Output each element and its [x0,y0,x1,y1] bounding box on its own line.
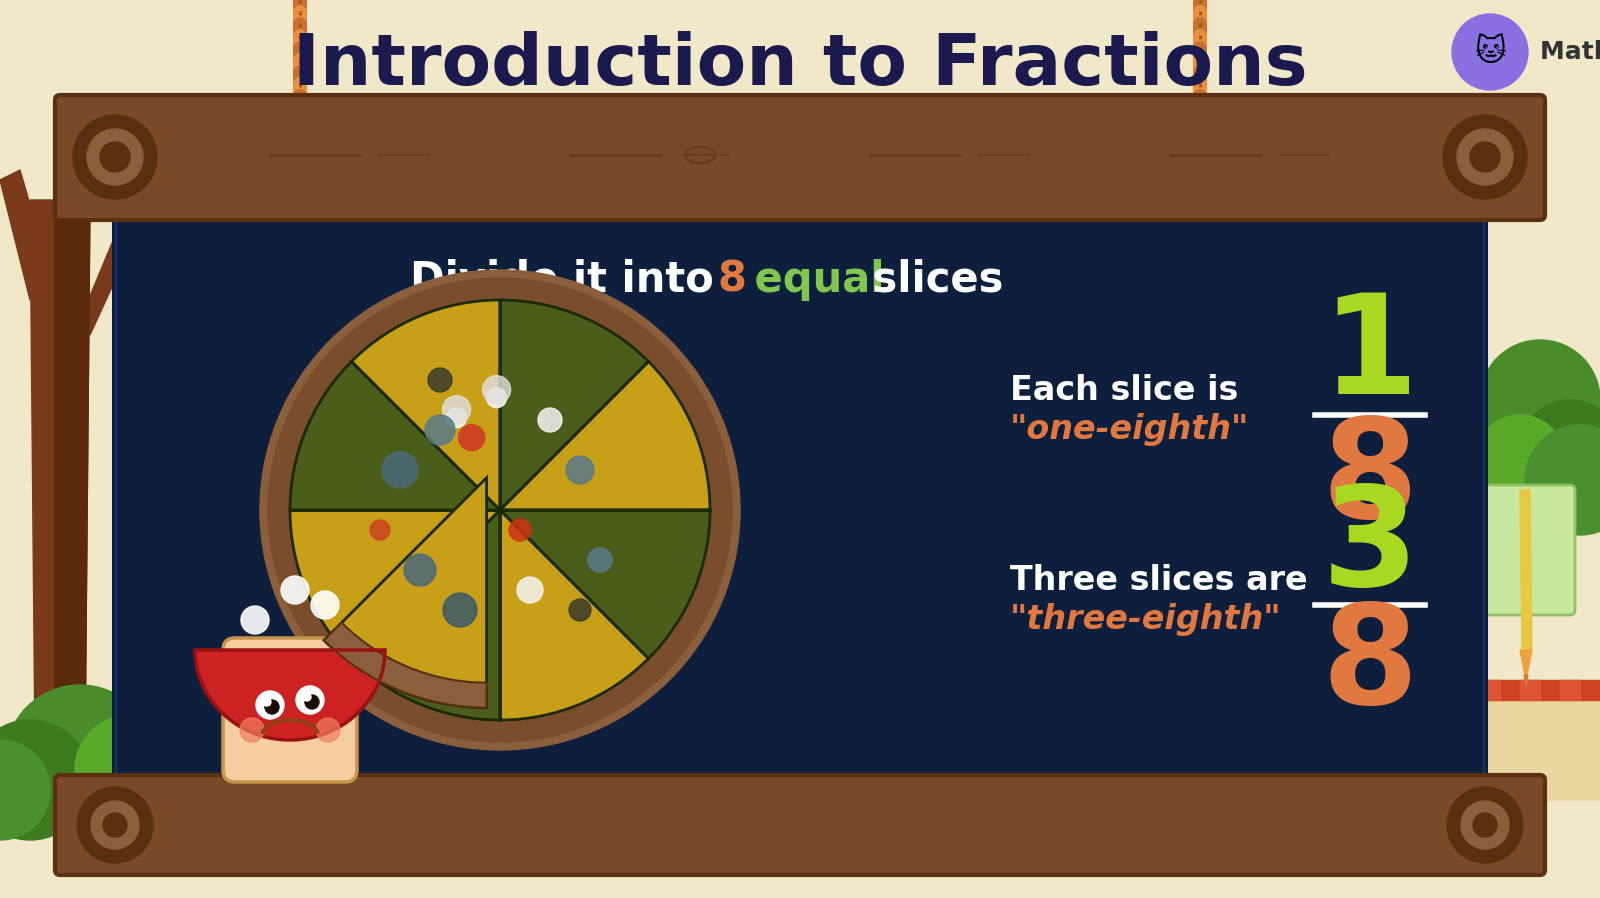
Circle shape [443,396,470,424]
Circle shape [0,740,50,840]
Bar [1480,680,1501,700]
Text: Introduction to Fractions: Introduction to Fractions [293,31,1307,100]
Circle shape [256,691,285,719]
Polygon shape [1520,490,1533,650]
Circle shape [99,142,130,172]
Circle shape [570,599,590,621]
Circle shape [1458,129,1514,185]
Circle shape [282,576,309,604]
Text: Maths Angel: Maths Angel [1539,40,1600,64]
Circle shape [382,452,418,488]
Text: Each slice is: Each slice is [1010,374,1238,407]
FancyBboxPatch shape [112,207,1488,803]
Circle shape [115,740,205,830]
Wedge shape [352,510,499,720]
Text: 🐱: 🐱 [1474,37,1506,67]
Circle shape [310,591,339,619]
Circle shape [102,813,126,837]
Polygon shape [54,200,90,750]
Text: "three-eighth": "three-eighth" [1010,603,1282,637]
Circle shape [317,718,339,742]
FancyBboxPatch shape [1485,485,1574,615]
Circle shape [306,695,318,709]
FancyBboxPatch shape [222,638,357,782]
FancyBboxPatch shape [54,95,1546,220]
Wedge shape [290,510,499,658]
Circle shape [74,115,157,199]
Circle shape [426,415,454,445]
Circle shape [259,270,739,750]
Circle shape [1474,813,1498,837]
Circle shape [91,801,139,849]
Text: equal: equal [739,259,885,301]
Wedge shape [499,510,710,658]
Polygon shape [0,170,54,300]
Circle shape [269,278,733,742]
Text: 1: 1 [1322,287,1418,422]
Circle shape [240,718,264,742]
Bar [1400,680,1600,800]
Circle shape [77,787,154,863]
Circle shape [1480,340,1600,460]
Circle shape [1520,400,1600,500]
Wedge shape [352,300,499,510]
Polygon shape [1520,650,1533,680]
Circle shape [1525,425,1600,535]
Circle shape [0,720,90,840]
Wedge shape [499,510,648,720]
Circle shape [5,685,155,835]
Circle shape [75,715,186,825]
Circle shape [1475,415,1565,505]
Circle shape [266,700,278,714]
Polygon shape [80,200,146,335]
FancyBboxPatch shape [54,775,1546,875]
Polygon shape [1379,680,1600,700]
Circle shape [443,593,477,627]
Text: 8: 8 [718,259,747,301]
Circle shape [403,554,435,586]
Circle shape [566,456,594,484]
Circle shape [1446,787,1523,863]
Text: slices: slices [858,259,1003,301]
Circle shape [242,606,269,634]
Circle shape [459,425,485,451]
Circle shape [538,408,562,432]
Polygon shape [30,200,90,750]
Text: Divide it into: Divide it into [410,259,728,301]
Circle shape [296,686,323,714]
Circle shape [517,577,542,603]
Circle shape [1453,14,1528,90]
Text: 8: 8 [1322,597,1418,733]
Circle shape [483,375,510,404]
Circle shape [1461,801,1509,849]
Circle shape [589,548,611,572]
Circle shape [429,368,453,392]
Circle shape [262,698,270,706]
Wedge shape [323,622,486,708]
Circle shape [1443,115,1526,199]
Wedge shape [499,362,710,510]
Polygon shape [1523,675,1528,685]
Circle shape [86,129,142,185]
Text: 3: 3 [1322,480,1418,615]
Text: 8: 8 [1322,412,1418,548]
Circle shape [302,693,310,701]
Circle shape [486,388,507,408]
Wedge shape [499,300,648,510]
Circle shape [1470,142,1501,172]
Circle shape [370,520,390,540]
Circle shape [509,519,531,541]
Bar [1560,680,1581,700]
Circle shape [290,300,710,720]
Bar [1400,680,1421,700]
Circle shape [446,408,467,427]
Wedge shape [323,478,486,708]
Text: Three slices are: Three slices are [1010,564,1307,596]
Bar [1520,680,1539,700]
Bar [1440,680,1459,700]
Polygon shape [195,650,386,740]
Wedge shape [290,362,499,510]
Text: "one-eighth": "one-eighth" [1010,413,1250,446]
